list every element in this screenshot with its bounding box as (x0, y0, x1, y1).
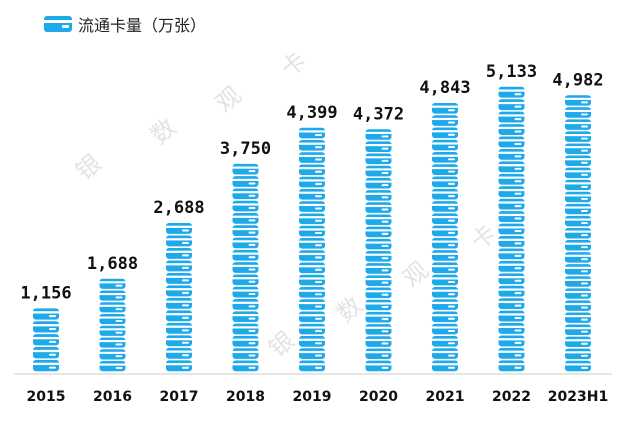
bar (299, 127, 325, 372)
data-label: 5,133 (486, 62, 537, 82)
category-label: 2023H1 (548, 389, 608, 405)
category-label: 2020 (359, 389, 398, 405)
category-label: 2015 (27, 389, 66, 405)
data-label: 4,982 (552, 70, 603, 90)
data-label: 4,399 (286, 103, 337, 123)
bar (565, 95, 591, 372)
data-label: 1,688 (87, 254, 138, 274)
card-icon (44, 16, 72, 32)
data-label: 4,372 (353, 104, 404, 124)
data-label: 1,156 (20, 284, 71, 304)
data-label: 4,843 (419, 78, 470, 98)
category-label: 2022 (492, 389, 531, 405)
bar (33, 308, 59, 372)
bar (166, 223, 192, 372)
data-label: 3,750 (220, 139, 271, 159)
data-label: 2,688 (153, 198, 204, 218)
category-label: 2017 (160, 389, 199, 405)
category-label: 2016 (93, 389, 132, 405)
legend-label: 流通卡量（万张） (78, 16, 207, 35)
bar (99, 278, 126, 372)
category-label: 2021 (426, 389, 465, 405)
category-label: 2018 (226, 389, 265, 405)
bar (432, 102, 458, 372)
legend: 流通卡量（万张） (44, 12, 206, 36)
bar (365, 129, 392, 372)
category-label: 2019 (293, 389, 332, 405)
bar (232, 163, 259, 372)
bar (498, 86, 525, 372)
